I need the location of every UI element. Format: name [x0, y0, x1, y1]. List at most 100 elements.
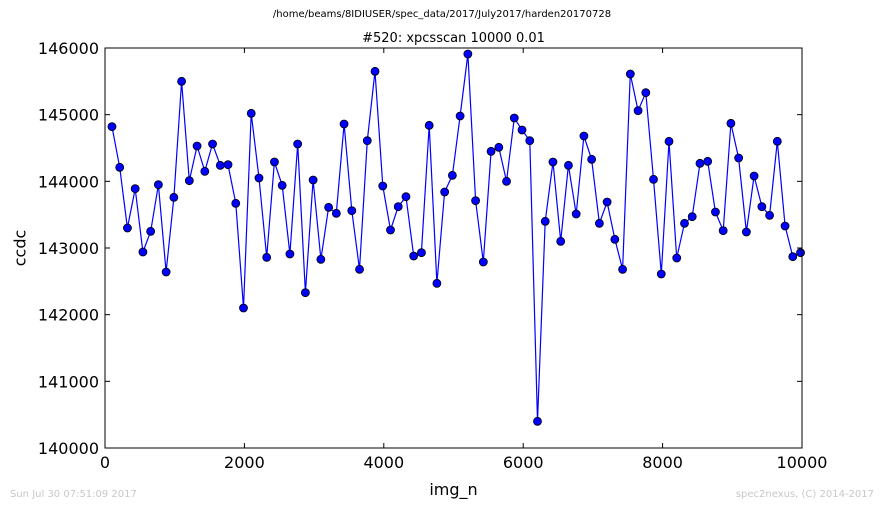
data-point [447, 170, 457, 180]
x-axis-label: img_n [429, 480, 478, 499]
y-tick-label: 140000 [38, 439, 99, 458]
data-point [184, 176, 194, 186]
data-point [734, 153, 744, 163]
data-point [115, 162, 125, 172]
data-point [772, 136, 782, 146]
data-point [718, 226, 728, 236]
data-point [432, 278, 442, 288]
data-point [285, 249, 295, 259]
y-tick-label: 142000 [38, 306, 99, 325]
figure-suptitle: /home/beams/8IDIUSER/spec_data/2017/July… [272, 9, 612, 20]
data-point [672, 253, 682, 263]
data-point [362, 136, 372, 146]
x-tick-label: 2000 [224, 453, 265, 472]
data-point [324, 202, 333, 212]
data-point [378, 181, 388, 191]
data-point [386, 225, 395, 235]
data-point [502, 176, 511, 186]
data-point [177, 76, 187, 86]
data-point [765, 210, 774, 220]
data-point [656, 269, 666, 279]
data-point [564, 160, 573, 170]
data-point [455, 111, 465, 121]
data-point [339, 119, 349, 129]
data-point [625, 69, 635, 79]
data-point [571, 209, 581, 219]
data-point [223, 160, 233, 170]
data-point [703, 156, 713, 166]
x-tick-label: 0 [100, 453, 110, 472]
data-point [533, 416, 542, 426]
data-point [556, 236, 566, 246]
data-point [215, 160, 225, 170]
data-point [401, 192, 411, 202]
data-point [270, 157, 279, 167]
data-point [509, 113, 519, 123]
footer-credit: spec2nexus, (C) 2014-2017 [735, 489, 874, 500]
data-point [153, 180, 163, 190]
plot-frame [104, 47, 803, 449]
data-point [239, 303, 248, 313]
y-tick-label: 145000 [38, 106, 99, 125]
data-point [633, 106, 643, 116]
data-point [200, 166, 210, 176]
data-point [796, 248, 805, 258]
data-point [726, 118, 736, 128]
data-point [695, 158, 705, 168]
axis-tick-labels: 0 2000 4000 6000 8000 10000 140000 141000 142000… [38, 39, 828, 472]
data-point [587, 154, 597, 164]
data-point [169, 192, 179, 202]
y-tick-label: 141000 [38, 372, 99, 391]
data-point [262, 252, 272, 262]
data-point [123, 223, 132, 233]
data-point [192, 141, 202, 151]
data-point [680, 218, 689, 228]
data-point [293, 139, 303, 149]
data-point [138, 247, 148, 257]
data-point [664, 136, 674, 146]
data-point [130, 184, 140, 194]
data-point [594, 218, 604, 228]
y-tick-label: 143000 [38, 239, 99, 258]
data-point [741, 227, 751, 237]
data-point [649, 174, 658, 184]
data-point [610, 234, 620, 244]
x-tick-label: 6000 [503, 453, 544, 472]
data-point [687, 212, 697, 222]
data-point [788, 252, 798, 262]
footer-timestamp: Sun Jul 30 07:51:09 2017 [10, 489, 137, 500]
data-point [231, 198, 241, 208]
data-point [300, 288, 310, 298]
data-point [540, 216, 550, 226]
data-point [757, 202, 767, 212]
data-point [161, 267, 171, 277]
data-point [424, 120, 434, 130]
data-point [486, 146, 496, 156]
data-point [347, 206, 357, 216]
data-point [370, 66, 380, 76]
y-tick-label: 144000 [38, 172, 99, 191]
data-point [440, 187, 450, 197]
data-point [602, 197, 612, 207]
data-point [393, 202, 403, 212]
data-point [471, 196, 480, 206]
data-point [463, 49, 473, 59]
x-tick-label: 10000 [777, 453, 828, 472]
data-point [331, 208, 341, 218]
x-tick-label: 4000 [363, 453, 404, 472]
data-point [208, 139, 217, 149]
data-point [478, 257, 488, 267]
data-point [749, 171, 759, 181]
series-line [111, 53, 801, 422]
data-point [780, 221, 790, 231]
data-point [146, 226, 156, 236]
data-point [254, 173, 264, 183]
data-point [417, 248, 426, 258]
data-point [409, 251, 419, 261]
data-point [246, 108, 256, 118]
axis-ticks [104, 47, 803, 449]
data-point [579, 131, 589, 141]
data-point [277, 180, 287, 190]
data-point [618, 264, 627, 274]
